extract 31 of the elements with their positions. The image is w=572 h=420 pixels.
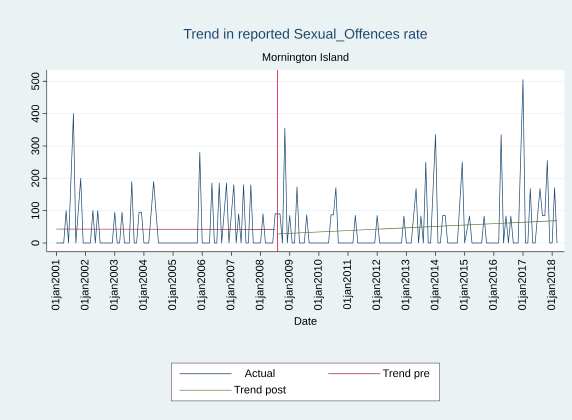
legend-label: Trend pre	[382, 369, 430, 380]
x-tick-label: 01jan2009	[284, 260, 295, 310]
y-tick-label: 0	[31, 240, 40, 246]
legend-label: Actual	[244, 369, 274, 378]
y-tick-label: 500	[31, 72, 40, 90]
x-tick-label: 01jan2018	[547, 260, 558, 310]
x-tick-label: 01jan2007	[226, 260, 236, 310]
legend-label: Trend post	[234, 385, 286, 396]
y-tick-label: 200	[31, 170, 40, 187]
y-tick-label: 400	[31, 104, 40, 123]
y-tick-label: 300	[31, 137, 40, 155]
x-tick-label: 01jan2005	[168, 260, 178, 310]
x-tick-label: 01jan2004	[138, 260, 150, 310]
x-tick-label: 01jan2003	[110, 260, 120, 310]
y-tick-label: 100	[31, 202, 40, 219]
x-tick-label: 01jan2014	[430, 260, 441, 310]
line-series	[56, 79, 558, 244]
x-tick-label: 01jan2006	[197, 260, 208, 310]
chart-subtitle: Mornington Island	[262, 52, 348, 64]
x-tick-label: 01jan2011	[342, 260, 354, 310]
x-tick-label: 01jan2008	[255, 260, 266, 310]
x-tick-label: 01jan2016	[488, 260, 499, 310]
x-tick-label: 01jan2013	[401, 260, 412, 310]
x-tick-label: 01jan2002	[80, 260, 91, 310]
x-axis-title: Date	[294, 317, 317, 325]
chart-title: Trend in reported Sexual_Offences rate	[184, 28, 427, 42]
x-tick-label: 01jan2001	[51, 260, 62, 310]
x-tick-label: 01jan2010	[314, 260, 324, 310]
x-tick-label: 01jan2012	[372, 260, 382, 310]
x-tick-label: 01jan2015	[460, 260, 470, 310]
x-tick-label: 01jan2017	[518, 260, 528, 310]
